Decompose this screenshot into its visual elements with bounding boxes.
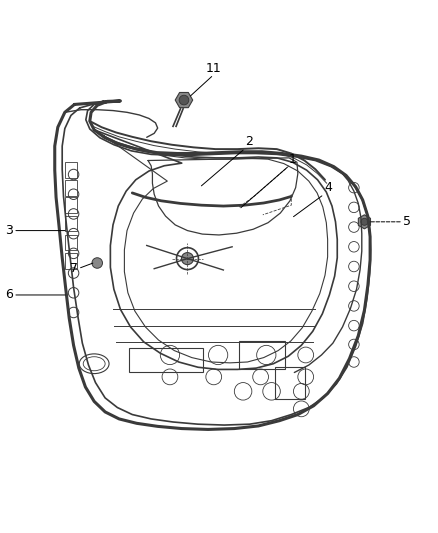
Circle shape <box>361 219 368 225</box>
Text: 6: 6 <box>5 288 13 302</box>
Circle shape <box>179 95 189 105</box>
Bar <box>65 235 77 251</box>
Text: 7: 7 <box>70 262 78 275</box>
Bar <box>65 180 77 196</box>
Bar <box>65 253 77 269</box>
Bar <box>129 349 203 373</box>
Text: 3: 3 <box>5 224 13 237</box>
Text: 1: 1 <box>289 153 297 166</box>
Bar <box>275 367 305 399</box>
Polygon shape <box>175 92 193 108</box>
Circle shape <box>181 253 194 265</box>
Bar <box>65 197 77 213</box>
Text: 5: 5 <box>403 215 411 228</box>
Bar <box>239 341 285 369</box>
Bar <box>65 162 77 178</box>
Circle shape <box>92 258 102 268</box>
Polygon shape <box>358 215 371 229</box>
Text: 11: 11 <box>206 62 222 75</box>
Bar <box>65 216 77 231</box>
Text: 4: 4 <box>324 181 332 194</box>
Text: 2: 2 <box>245 135 253 148</box>
